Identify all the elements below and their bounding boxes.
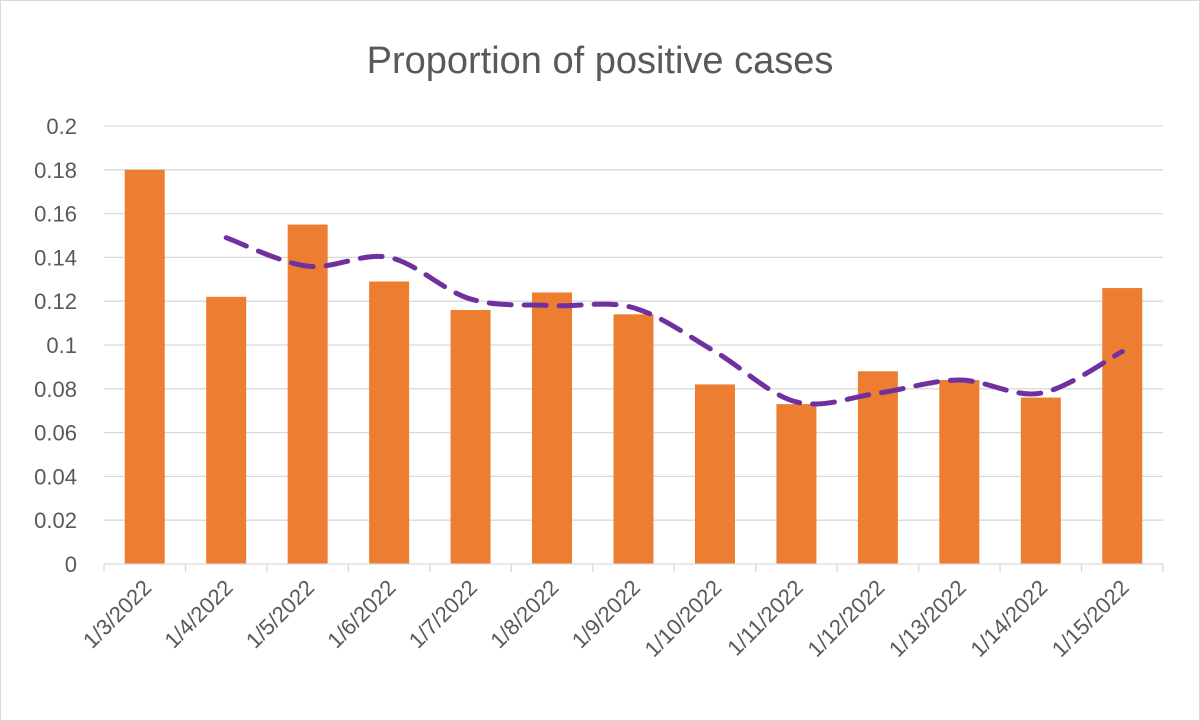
chart-title: Proportion of positive cases (367, 40, 834, 82)
bar (369, 281, 410, 564)
x-tick-label: 1/9/2022 (567, 575, 645, 653)
x-axis (103, 563, 1164, 572)
y-axis-tick-labels: 0 0.02 0.04 0.06 0.08 0.1 0.12 0.14 0.16 0.18 0.2 (34, 114, 77, 577)
moving-average-series (223, 235, 1125, 407)
x-tick-label: 1/13/2022 (884, 575, 971, 662)
bar (939, 380, 980, 564)
x-tick-label: 1/15/2022 (1047, 575, 1134, 662)
y-tick-label: 0.2 (46, 114, 77, 139)
bar (287, 224, 328, 565)
x-tick-label: 1/6/2022 (322, 575, 400, 653)
y-tick-label: 0.04 (34, 464, 77, 489)
bar (694, 384, 735, 564)
moving-average-line (223, 235, 1125, 407)
x-tick-label: 1/11/2022 (722, 575, 808, 661)
y-tick-label: 0.06 (34, 421, 77, 446)
y-tick-label: 0.08 (34, 377, 77, 402)
x-tick-label: 1/5/2022 (241, 575, 319, 653)
x-axis-tick-labels: 1/3/2022 1/4/2022 1/5/2022 1/6/2022 1/7/2022… (78, 575, 1134, 662)
bar (450, 309, 491, 564)
bar (857, 371, 898, 564)
bar (776, 404, 817, 564)
y-tick-label: 0.02 (34, 508, 77, 533)
bar (1020, 397, 1061, 564)
x-tick-label: 1/4/2022 (159, 575, 237, 653)
x-tick-label: 1/14/2022 (965, 575, 1052, 662)
y-tick-label: 0.18 (34, 158, 77, 183)
bar (613, 314, 654, 564)
x-tick-label: 1/10/2022 (640, 575, 727, 662)
x-tick-label: 1/3/2022 (78, 575, 156, 653)
bar (1102, 288, 1143, 564)
y-tick-label: 0.12 (34, 289, 77, 314)
y-tick-label: 0 (65, 552, 77, 577)
y-tick-label: 0.14 (34, 245, 77, 270)
bar-series (124, 169, 1143, 565)
y-tick-label: 0.1 (46, 333, 77, 358)
y-tick-label: 0.16 (34, 202, 77, 227)
bar (124, 169, 165, 565)
bar (532, 292, 573, 564)
x-tick-label: 1/8/2022 (485, 575, 563, 653)
x-tick-label: 1/7/2022 (404, 575, 482, 653)
bar (206, 296, 247, 564)
x-tick-label: 1/12/2022 (803, 575, 890, 662)
